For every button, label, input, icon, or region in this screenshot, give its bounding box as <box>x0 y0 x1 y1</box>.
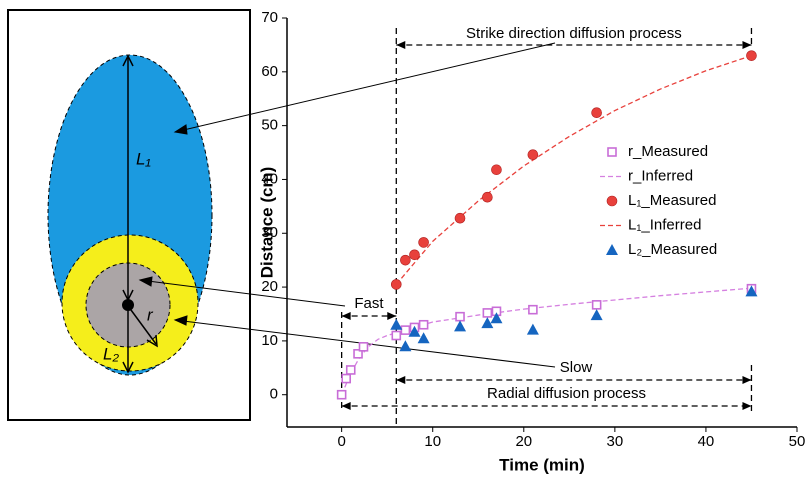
data-point <box>390 318 403 330</box>
x-tick-label: 50 <box>789 433 806 450</box>
arrow-head <box>341 312 397 320</box>
y-tick-label: 10 <box>261 332 278 349</box>
y-tick-label: 20 <box>261 278 278 295</box>
annotation: Radial diffusion process <box>487 385 646 402</box>
data-point <box>391 330 402 341</box>
data-point <box>590 309 603 321</box>
data-point <box>526 323 539 335</box>
y-tick-label: 0 <box>270 386 278 403</box>
data-point <box>454 320 467 332</box>
data-point <box>491 164 502 176</box>
x-tick-label: 30 <box>607 433 624 450</box>
data-point <box>455 311 465 322</box>
data-point <box>591 300 602 310</box>
legend-label: r_Inferred <box>628 167 693 184</box>
x-tick-label: 40 <box>698 433 715 450</box>
diagram-frame <box>7 9 251 421</box>
legend-label: L₂_Measured <box>628 241 717 258</box>
data-point <box>454 212 466 224</box>
x-tick-label: 20 <box>515 433 532 450</box>
x-axis-title: Time (min) <box>499 455 585 474</box>
data-point <box>341 373 351 384</box>
data-point <box>400 325 411 335</box>
y-tick-label: 50 <box>261 117 278 134</box>
data-point <box>358 342 369 352</box>
y-tick-label: 40 <box>261 170 278 187</box>
data-point <box>418 237 429 248</box>
legend-label: r_Measured <box>628 143 708 160</box>
data-point <box>490 312 503 324</box>
data-point <box>399 340 412 352</box>
y-tick-label: 70 <box>261 9 278 26</box>
data-point <box>390 279 402 290</box>
data-point <box>746 50 757 61</box>
diagram-label: L₂ <box>103 344 119 363</box>
data-point <box>527 149 539 160</box>
diagram-label: L₁ <box>136 149 151 168</box>
annotation: Fast <box>354 295 384 312</box>
data-point <box>409 249 420 261</box>
center-dot <box>122 299 134 311</box>
legend-label: L₁_Measured <box>628 192 716 209</box>
diagram-label: r <box>147 305 154 324</box>
data-point <box>528 304 538 315</box>
data-point <box>418 319 429 330</box>
annotation: Strike direction diffusion process <box>466 25 682 42</box>
data-point <box>482 191 493 203</box>
legend-label: L₁_Inferred <box>628 216 701 233</box>
x-tick-label: 0 <box>337 433 345 450</box>
data-point <box>745 285 758 297</box>
data-point <box>591 107 602 119</box>
data-point <box>336 389 347 400</box>
legend-swatch <box>606 195 618 207</box>
data-point <box>400 254 411 266</box>
annotation: Slow <box>560 359 593 376</box>
y-axis-title: Distance (cm) <box>257 167 276 278</box>
data-point <box>481 317 494 329</box>
data-point <box>408 325 421 337</box>
data-point <box>353 349 363 359</box>
legend-swatch <box>606 244 618 255</box>
y-tick-label: 60 <box>261 63 278 80</box>
fit-line <box>341 287 752 395</box>
legend-swatch <box>607 147 617 157</box>
data-point <box>482 308 493 318</box>
data-point <box>345 365 356 375</box>
y-tick-label: 30 <box>261 224 278 241</box>
fit-line <box>395 55 752 285</box>
diagram-arrows <box>122 54 158 374</box>
data-point <box>417 332 430 344</box>
x-tick-label: 10 <box>424 433 441 450</box>
